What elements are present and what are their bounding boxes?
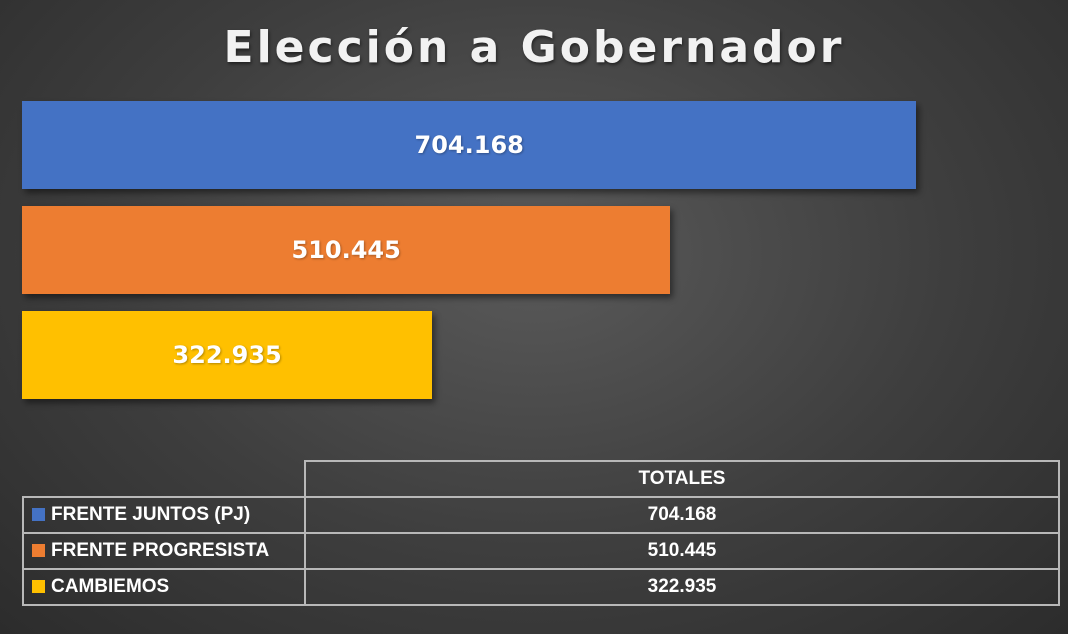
table-corner-cell bbox=[23, 461, 305, 497]
table-row-value: 704.168 bbox=[304, 496, 1060, 534]
series-name: FRENTE PROGRESISTA bbox=[51, 540, 270, 561]
legend-swatch-icon bbox=[32, 544, 45, 557]
table-header-row: TOTALES bbox=[23, 460, 1060, 498]
table-row-name: CAMBIEMOS bbox=[22, 568, 306, 606]
data-table: TOTALES FRENTE JUNTOS (PJ) 704.168 FRENT… bbox=[22, 460, 1060, 606]
chart-title: Elección a Gobernador bbox=[223, 22, 845, 73]
bar-0 bbox=[22, 101, 917, 189]
table-row-name: FRENTE PROGRESISTA bbox=[22, 532, 306, 570]
table-row-name: FRENTE JUNTOS (PJ) bbox=[22, 496, 306, 534]
table-row: FRENTE JUNTOS (PJ) 704.168 bbox=[22, 496, 1060, 534]
series-name: CAMBIEMOS bbox=[51, 576, 170, 597]
table-row: FRENTE PROGRESISTA 510.445 bbox=[22, 532, 1060, 570]
legend-swatch-icon bbox=[32, 580, 45, 593]
legend-swatch-icon bbox=[32, 508, 45, 521]
bar-value-label: 704.168 bbox=[414, 131, 524, 159]
bar-2 bbox=[22, 311, 433, 399]
series-name: FRENTE JUNTOS (PJ) bbox=[51, 504, 251, 525]
bar-plot-area: 704.168 510.445 322.935 bbox=[22, 101, 917, 399]
totals-column-header: TOTALES bbox=[304, 460, 1060, 498]
table-row: CAMBIEMOS 322.935 bbox=[22, 568, 1060, 606]
bar-1 bbox=[22, 206, 671, 294]
bar-value-label: 322.935 bbox=[172, 341, 282, 369]
table-row-value: 322.935 bbox=[304, 568, 1060, 606]
bar-value-label: 510.445 bbox=[291, 236, 401, 264]
table-row-value: 510.445 bbox=[304, 532, 1060, 570]
